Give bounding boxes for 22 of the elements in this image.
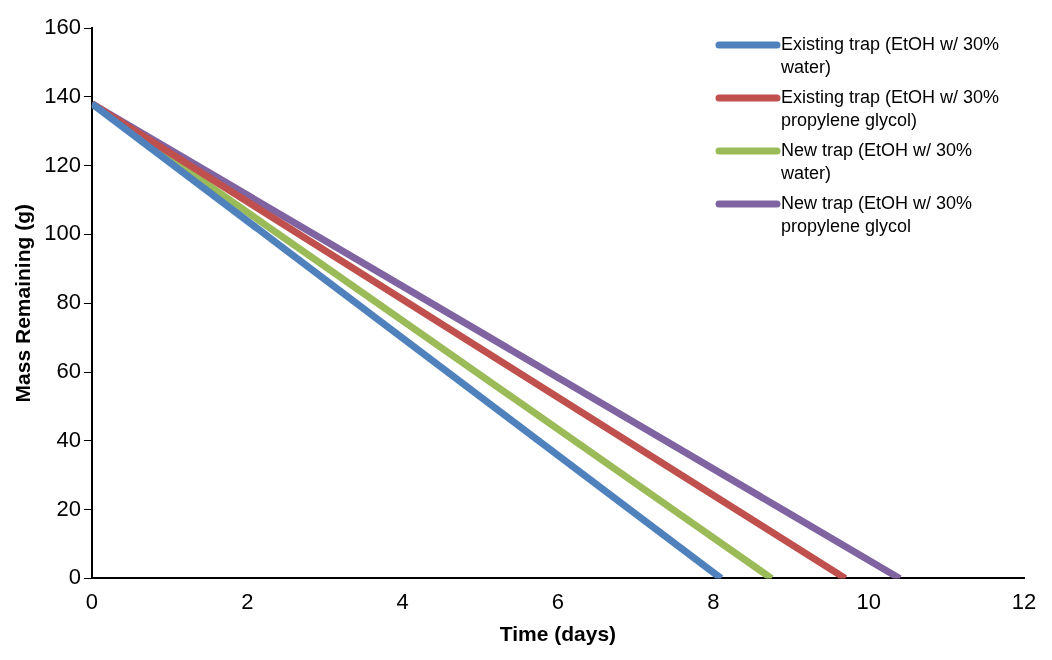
y-tick-label: 40 [56,426,81,452]
x-tick-label: 0 [85,588,99,614]
y-tick-label: 100 [44,220,81,246]
x-tick-label: 12 [1011,588,1037,614]
y-tick-label: 80 [56,289,81,315]
x-tick-label: 8 [707,588,720,614]
legend-label: Existing trap (EtOH w/ 30% propylene glycol) [781,86,1000,130]
y-axis-title: Mass Remaining (g) [11,204,35,403]
y-tick-label: 120 [44,151,81,177]
y-tick-label: 140 [44,82,81,108]
y-tick-label: 60 [56,358,81,384]
legend-label: Existing trap (EtOH w/ 30% water) [780,33,1000,77]
y-tick-label: 0 [68,564,81,590]
x-axis-title: Time (days) [499,622,617,646]
x-tick-label: 2 [241,588,254,614]
x-tick-label: 4 [396,588,409,614]
legend-label: New trap (EtOH w/ 30% propylene glycol [781,192,973,236]
x-tick-label: 10 [856,588,881,614]
y-tick-label: 160 [44,14,81,40]
x-tick-label: 6 [551,588,565,614]
legend-label: New trap (EtOH w/ 30% water) [780,139,973,183]
y-tick-label: 20 [56,495,81,521]
